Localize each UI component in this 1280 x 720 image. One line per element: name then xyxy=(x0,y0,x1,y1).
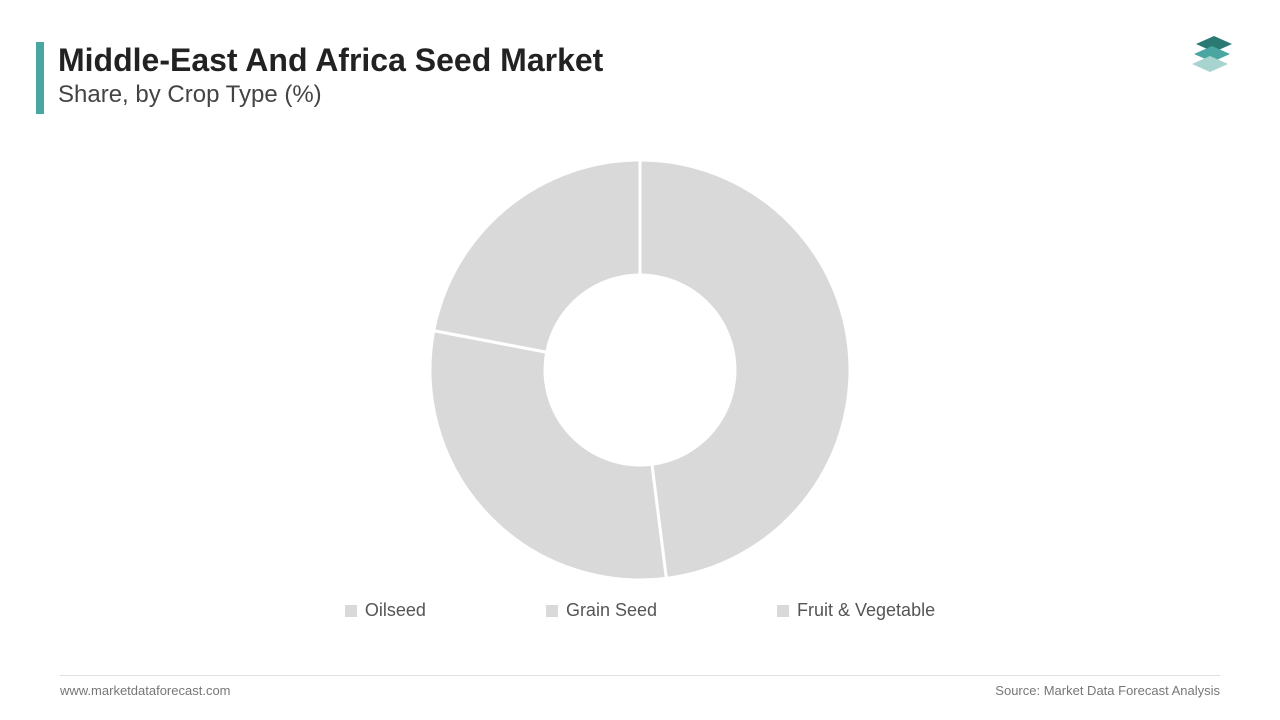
legend-marker-icon xyxy=(546,605,558,617)
legend-label: Oilseed xyxy=(365,600,426,621)
legend-item: Grain Seed xyxy=(546,600,657,621)
legend-item: Fruit & Vegetable xyxy=(777,600,935,621)
brand-logo-icon xyxy=(1184,24,1244,84)
donut-slice xyxy=(640,160,850,578)
legend-label: Grain Seed xyxy=(566,600,657,621)
footer-left: www.marketdataforecast.com xyxy=(60,683,231,698)
page: Middle-East And Africa Seed Market Share… xyxy=(0,0,1280,720)
footer: www.marketdataforecast.com Source: Marke… xyxy=(0,683,1280,698)
legend-item: Oilseed xyxy=(345,600,426,621)
footer-divider xyxy=(60,675,1220,676)
donut-slice xyxy=(430,331,666,580)
chart-area xyxy=(0,150,1280,610)
header: Middle-East And Africa Seed Market Share… xyxy=(36,42,603,114)
chart-subtitle: Share, by Crop Type (%) xyxy=(58,81,603,109)
footer-right: Source: Market Data Forecast Analysis xyxy=(995,683,1220,698)
accent-bar xyxy=(36,42,44,114)
legend-label: Fruit & Vegetable xyxy=(797,600,935,621)
donut-chart xyxy=(420,150,860,590)
chart-title: Middle-East And Africa Seed Market xyxy=(58,42,603,79)
donut-slice xyxy=(434,160,640,352)
title-block: Middle-East And Africa Seed Market Share… xyxy=(58,42,603,114)
legend: Oilseed Grain Seed Fruit & Vegetable xyxy=(0,600,1280,621)
legend-marker-icon xyxy=(345,605,357,617)
legend-marker-icon xyxy=(777,605,789,617)
